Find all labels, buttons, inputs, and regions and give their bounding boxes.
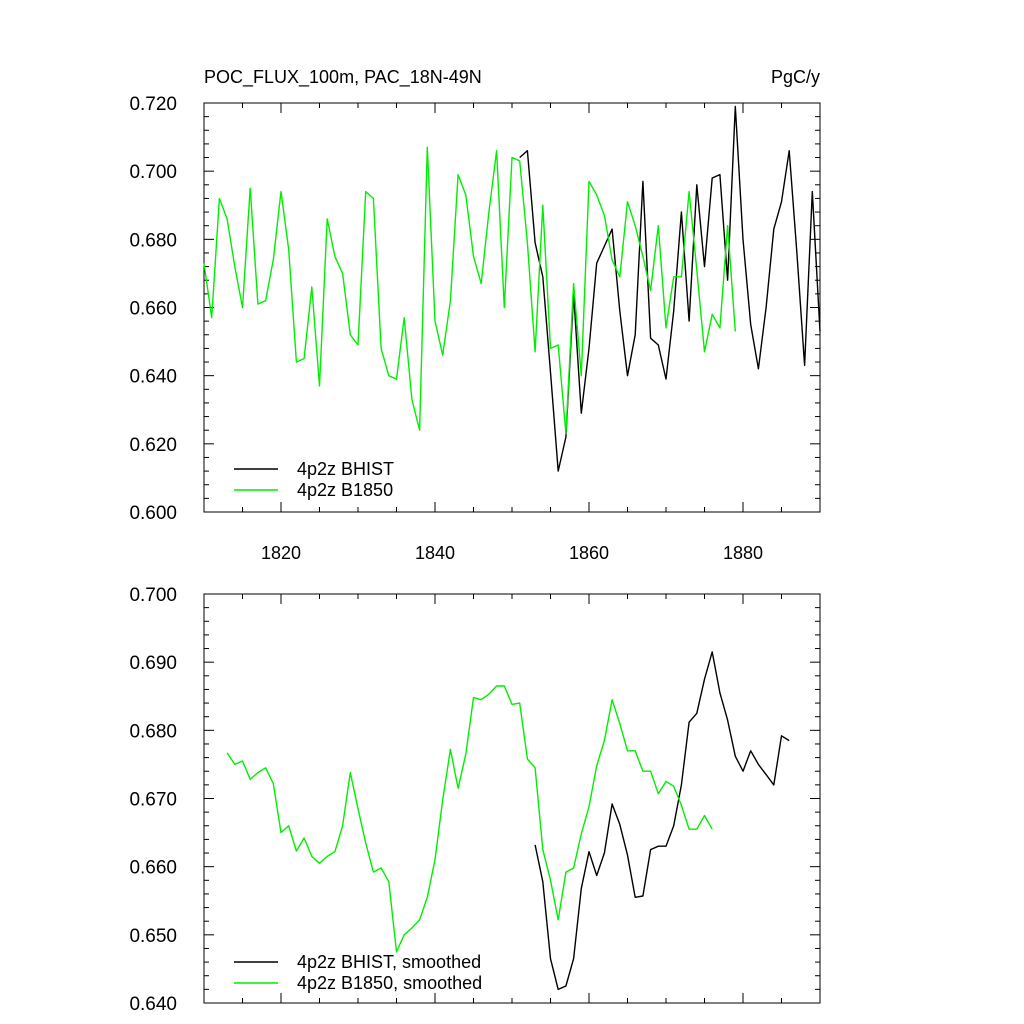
y-tick-label: 0.690	[129, 653, 177, 674]
series-line-bhist	[534, 651, 790, 991]
x-tick-label: 1840	[415, 543, 455, 563]
units-label: PgC/y	[771, 67, 820, 87]
legend-label: 4p2z BHIST, smoothed	[297, 952, 481, 972]
x-tick-label: 1860	[569, 543, 609, 563]
legend-label: 4p2z B1850	[297, 480, 393, 500]
top-panel: 0.600 0.620 0.640 0.660 0.680 0.700 0.720 1820 1…	[129, 94, 821, 563]
y-tick-label: 0.660	[129, 299, 177, 320]
y-tick-label: 0.660	[129, 858, 177, 879]
x-tick-label: 1880	[723, 543, 763, 563]
y-tick-label: 0.620	[129, 435, 177, 456]
legend-label: 4p2z BHIST	[297, 459, 394, 479]
y-tick-label: 0.700	[129, 162, 177, 183]
series-line-b1850	[226, 685, 713, 953]
y-tick-label: 0.680	[129, 230, 177, 251]
series-line-b1850	[203, 146, 736, 435]
x-tick-label: 1820	[261, 543, 301, 563]
y-tick-label: 0.650	[129, 926, 177, 947]
legend-label: 4p2z B1850, smoothed	[297, 973, 482, 993]
y-tick-label: 0.600	[129, 503, 177, 524]
y-tick-label: 0.640	[129, 994, 177, 1015]
y-tick-label: 0.640	[129, 367, 177, 388]
bottom-panel: 0.640 0.650 0.660 0.670 0.680 0.690 0.700 4p2z …	[129, 585, 821, 1015]
y-tick-label: 0.670	[129, 790, 177, 811]
y-tick-label: 0.680	[129, 721, 177, 742]
plot-frame	[203, 593, 821, 1004]
y-tick-label: 0.700	[129, 585, 177, 606]
chart-title: POC_FLUX_100m, PAC_18N-49N	[204, 67, 482, 88]
y-tick-label: 0.720	[129, 94, 177, 115]
